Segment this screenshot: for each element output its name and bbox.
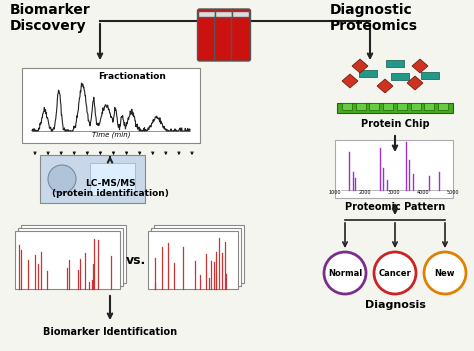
Bar [18,228,123,286]
Text: 5000: 5000 [447,190,459,195]
Bar [21,225,126,283]
Bar [335,140,453,198]
Text: 3000: 3000 [388,190,400,195]
Text: New: New [435,269,455,278]
Polygon shape [377,79,393,93]
Text: Fractionation: Fractionation [99,72,166,81]
Bar [383,103,393,110]
Bar [421,72,439,79]
Bar [424,103,434,110]
Text: 2000: 2000 [358,190,371,195]
Bar [199,11,216,17]
Bar [342,103,352,110]
Bar [438,103,448,110]
Bar [148,231,238,289]
Bar [369,103,379,110]
Polygon shape [342,74,358,88]
Bar [397,103,407,110]
Text: Diagnostic
Proteomics: Diagnostic Proteomics [330,3,418,33]
Text: 1000: 1000 [329,190,341,195]
Text: Normal: Normal [328,269,362,278]
Bar [386,60,404,67]
Circle shape [374,252,416,294]
Bar [15,231,120,289]
Text: Protein Chip: Protein Chip [361,119,429,129]
Text: Diagnosis: Diagnosis [365,300,426,310]
Text: Time (min): Time (min) [92,132,130,138]
Bar [151,228,241,286]
Bar [359,70,377,77]
Polygon shape [412,59,428,73]
FancyBboxPatch shape [215,9,234,61]
FancyBboxPatch shape [198,9,217,61]
Bar [410,103,420,110]
FancyBboxPatch shape [231,9,250,61]
Circle shape [424,252,466,294]
Bar [216,11,233,17]
Circle shape [48,165,76,193]
Polygon shape [407,76,423,90]
Text: Biomarker Identification: Biomarker Identification [43,327,177,337]
Text: Proteomic Pattern: Proteomic Pattern [345,202,445,212]
Text: LC-MS/MS
(protein identification): LC-MS/MS (protein identification) [52,178,168,198]
Text: vs.: vs. [126,253,146,266]
Bar [233,11,249,17]
Bar [154,225,244,283]
Text: 4000: 4000 [417,190,430,195]
Text: Cancer: Cancer [379,269,411,278]
Polygon shape [352,59,368,73]
Text: Biomarker
Discovery: Biomarker Discovery [10,3,91,33]
Circle shape [324,252,366,294]
Bar [356,103,366,110]
Bar [337,103,453,113]
Bar [90,163,135,195]
Bar [22,68,200,143]
Bar [391,73,409,80]
Bar [40,155,145,203]
